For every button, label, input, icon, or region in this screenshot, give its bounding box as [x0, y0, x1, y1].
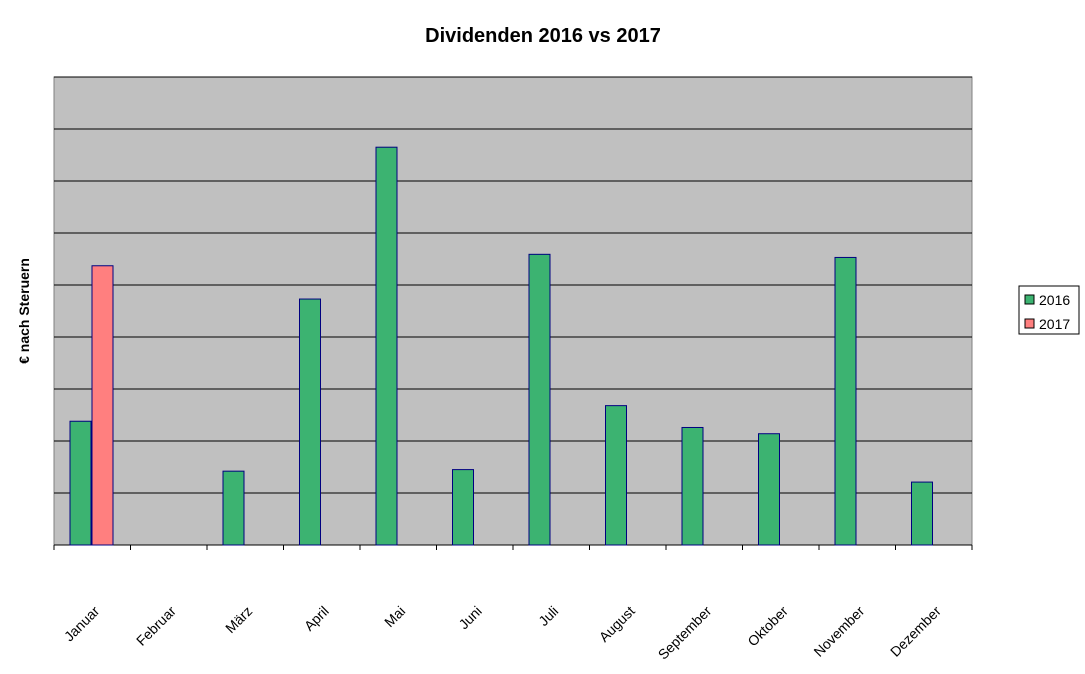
x-tick-label: März: [222, 603, 255, 636]
bar-2016-august: [605, 405, 627, 546]
x-tick-label: Juli: [535, 603, 561, 629]
bar-2016-september: [681, 426, 704, 546]
plot-background: [53, 76, 973, 546]
bar-2016-januar: [69, 420, 92, 546]
bar-2016-mai: [375, 146, 398, 546]
chart-title: Dividenden 2016 vs 2017: [425, 25, 661, 47]
x-tick-label: November: [810, 603, 867, 660]
bar-2016-dezember: [911, 481, 933, 546]
x-tick-label: Dezember: [887, 603, 944, 660]
x-tick-label: Oktober: [744, 603, 791, 650]
x-tick-label: April: [301, 603, 332, 634]
bar-2016-juli: [528, 253, 551, 546]
bar-2016-november: [834, 256, 857, 546]
x-tick-label: August: [596, 603, 638, 645]
x-tick-label: September: [655, 603, 715, 663]
bar-2017-januar: [91, 265, 114, 546]
bar-2016-märz: [222, 470, 245, 546]
x-tick-label: Februar: [133, 603, 179, 649]
x-tick-label: Januar: [61, 603, 103, 645]
legend-label-2016: 2016: [1039, 292, 1070, 308]
bar-2016-oktober: [758, 433, 780, 546]
legend: 2016 2017: [1018, 285, 1080, 335]
y-axis-label: € nach Steruern: [16, 258, 32, 364]
legend-swatch-2017: [1024, 318, 1035, 329]
plot-area: Januar Februar März April Mai Juni Juli August S…: [53, 76, 973, 663]
legend-label-2017: 2017: [1039, 316, 1070, 332]
x-tick-label: Juni: [455, 603, 484, 632]
bar-2016-juni: [452, 469, 474, 546]
bar-2016-april: [299, 298, 321, 546]
legend-swatch-2016: [1024, 294, 1035, 305]
x-tick-label: Mai: [381, 603, 408, 630]
